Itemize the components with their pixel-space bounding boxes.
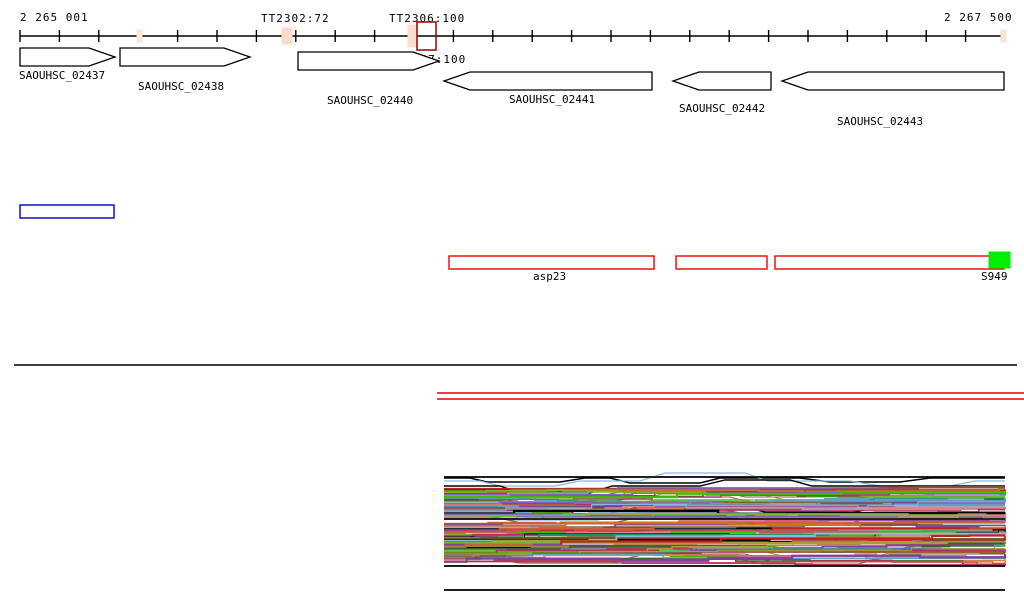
red-feature-2[interactable] bbox=[675, 255, 768, 270]
red-feature-asp23[interactable] bbox=[448, 255, 655, 270]
green-highlight-block[interactable] bbox=[988, 251, 1011, 269]
gene-saouhsc-02442-label: SAOUHSC_02442 bbox=[679, 102, 766, 115]
small-marker-a[interactable] bbox=[136, 29, 143, 43]
red-feature-3[interactable] bbox=[774, 255, 1005, 270]
alignment-trace-filler bbox=[444, 491, 1007, 499]
ruler-end-label: 2 267 500 bbox=[944, 11, 1013, 24]
ruler-start-label: 2 265 001 bbox=[20, 11, 89, 24]
alignment-trace-filler bbox=[444, 536, 1006, 543]
gene-saouhsc-02438-label: SAOUHSC_02438 bbox=[138, 80, 225, 93]
alignment-trace-filler bbox=[444, 554, 1007, 563]
multi-alignment-trace-panel bbox=[444, 472, 1007, 566]
alignment-trace-filler bbox=[444, 547, 1005, 559]
blue-feature-1[interactable] bbox=[19, 204, 115, 219]
green-highlight-block-label: S949 bbox=[981, 270, 1008, 283]
gene-saouhsc-02437[interactable] bbox=[19, 47, 117, 67]
gene-saouhsc-02440[interactable] bbox=[297, 51, 441, 71]
gene-saouhsc-02442[interactable] bbox=[671, 71, 772, 91]
tt2302-marker[interactable] bbox=[281, 27, 293, 45]
alignment-trace-filler bbox=[444, 534, 1005, 546]
tt2302-marker-label: TT2302:72 bbox=[261, 12, 330, 25]
gene-saouhsc-02443-label: SAOUHSC_02443 bbox=[837, 115, 924, 128]
end-marker[interactable] bbox=[1000, 29, 1007, 43]
alignment-trace-filler bbox=[444, 488, 1005, 493]
tt2306-marker-label: TT2306:100 bbox=[389, 12, 466, 25]
gene-saouhsc-02440-label: SAOUHSC_02440 bbox=[327, 94, 414, 107]
alignment-trace-filler bbox=[444, 526, 1006, 535]
alignment-trace-filler bbox=[444, 515, 1006, 522]
alignment-trace-t0 bbox=[444, 477, 1005, 484]
red-feature-asp23-label: asp23 bbox=[533, 270, 567, 283]
gene-saouhsc-02438[interactable] bbox=[119, 47, 252, 67]
alignment-trace-filler bbox=[444, 501, 1005, 512]
alignment-trace-filler bbox=[444, 555, 1005, 559]
gene-saouhsc-02437-label: SAOUHSC_02437 bbox=[19, 69, 106, 82]
tt2306-marker[interactable] bbox=[407, 24, 418, 48]
alignment-trace-filler bbox=[444, 560, 1006, 564]
alignment-trace-filler bbox=[444, 560, 1006, 566]
gene-saouhsc-02441[interactable] bbox=[442, 71, 653, 91]
gene-saouhsc-02443[interactable] bbox=[780, 71, 1005, 91]
alignment-trace-filler bbox=[444, 539, 1005, 545]
tt2306-box[interactable] bbox=[416, 21, 437, 51]
gene-saouhsc-02441-label: SAOUHSC_02441 bbox=[509, 93, 596, 106]
